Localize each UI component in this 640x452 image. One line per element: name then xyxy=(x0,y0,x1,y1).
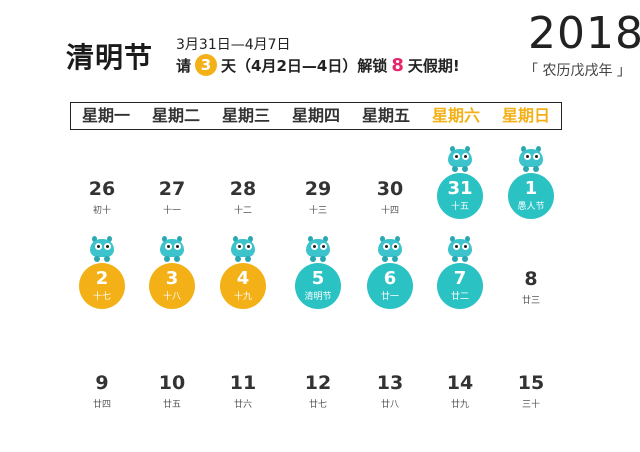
mascot-icon xyxy=(446,146,474,173)
holiday-circle xyxy=(367,263,413,309)
holiday-tip: 请 3 天（4月2日—4日）解锁 8 天假期! xyxy=(176,54,460,76)
lunar-date: 廿三 xyxy=(521,296,540,306)
holiday-circle xyxy=(508,173,554,219)
day-number: 4 xyxy=(236,268,250,289)
holiday-circle xyxy=(437,263,483,309)
calendar-day[interactable]: 12 廿七 xyxy=(288,372,348,442)
calendar-day[interactable]: 30 十四 xyxy=(360,178,420,248)
calendar-day[interactable]: 6 廿一 xyxy=(360,263,420,333)
weekday-label: 星期五 xyxy=(361,106,410,125)
calendar-day[interactable]: 13 廿八 xyxy=(360,372,420,442)
day-number: 12 xyxy=(304,372,332,394)
lunar-date: 十四 xyxy=(380,206,399,216)
lunar-year-label: 「 农历戊戌年 」 xyxy=(524,63,631,79)
day-number: 30 xyxy=(376,178,404,200)
leave-day-circle xyxy=(79,263,125,309)
mascot-icon xyxy=(446,236,474,263)
weekday-label: 星期一 xyxy=(81,106,130,125)
calendar-day[interactable]: 5 清明节 xyxy=(288,263,348,333)
lunar-date: 十九 xyxy=(233,292,252,302)
lunar-date: 十五 xyxy=(450,202,469,212)
calendar-day[interactable]: 7 廿二 xyxy=(430,263,490,333)
lunar-date: 廿四 xyxy=(92,400,111,410)
day-number: 15 xyxy=(517,372,545,394)
tip-prefix: 请 xyxy=(176,56,192,75)
unlock-days-count: 8 xyxy=(391,54,404,76)
calendar-day[interactable]: 27 十一 xyxy=(142,178,202,248)
day-number: 31 xyxy=(447,178,473,199)
lunar-date: 十七 xyxy=(92,292,111,302)
calendar-day[interactable]: 11 廿六 xyxy=(213,372,273,442)
leave-day-circle xyxy=(220,263,266,309)
lunar-date: 愚人节 xyxy=(517,202,545,212)
day-number: 11 xyxy=(229,372,257,394)
date-range: 3月31日—4月7日 xyxy=(176,37,291,53)
calendar-day[interactable]: 10 廿五 xyxy=(142,372,202,442)
mascot-icon xyxy=(517,146,545,173)
calendar-day[interactable]: 15 三十 xyxy=(501,372,561,442)
leave-days-badge: 3 xyxy=(195,54,218,76)
lunar-date: 廿一 xyxy=(380,292,399,302)
lunar-date: 廿七 xyxy=(308,400,327,410)
calendar-day[interactable]: 14 廿九 xyxy=(430,372,490,442)
day-number: 3 xyxy=(165,268,179,289)
day-number: 28 xyxy=(229,178,257,200)
mascot-icon xyxy=(88,236,116,263)
day-number: 29 xyxy=(304,178,332,200)
calendar-day[interactable]: 26 初十 xyxy=(72,178,132,248)
lunar-date: 廿六 xyxy=(233,400,252,410)
holiday-circle xyxy=(295,263,341,309)
year-label: 2018 xyxy=(528,8,640,59)
day-number: 7 xyxy=(453,268,467,289)
day-number: 6 xyxy=(383,268,397,289)
weekday-label: 星期六 xyxy=(431,106,480,125)
lunar-date: 廿二 xyxy=(450,292,469,302)
calendar-day[interactable]: 8 廿三 xyxy=(501,268,561,338)
day-number: 2 xyxy=(95,268,109,289)
calendar-day[interactable]: 9 廿四 xyxy=(72,372,132,442)
mascot-icon xyxy=(158,236,186,263)
lunar-date: 廿八 xyxy=(380,400,399,410)
calendar-day[interactable]: 4 十九 xyxy=(213,263,273,333)
tip-suffix: 天假期! xyxy=(407,56,460,75)
weekday-label: 星期三 xyxy=(221,106,270,125)
lunar-date: 廿九 xyxy=(450,400,469,410)
mascot-icon xyxy=(376,236,404,263)
leave-day-circle xyxy=(149,263,195,309)
calendar-day[interactable]: 31 十五 xyxy=(430,173,490,243)
calendar-day[interactable]: 1 愚人节 xyxy=(501,173,561,243)
day-number: 8 xyxy=(524,268,538,290)
day-number: 14 xyxy=(446,372,474,394)
lunar-date: 三十 xyxy=(521,400,540,410)
lunar-date: 十二 xyxy=(233,206,252,216)
calendar-day[interactable]: 28 十二 xyxy=(213,178,273,248)
calendar-day[interactable]: 2 十七 xyxy=(72,263,132,333)
calendar-day[interactable]: 29 十三 xyxy=(288,178,348,248)
holiday-circle xyxy=(437,173,483,219)
calendar-day[interactable]: 3 十八 xyxy=(142,263,202,333)
mascot-icon xyxy=(229,236,257,263)
page-title: 清明节 xyxy=(66,41,154,74)
weekday-label: 星期四 xyxy=(291,106,340,125)
weekday-header: 星期一 星期二 星期三 星期四 星期五 星期六 星期日 xyxy=(70,102,562,130)
weekday-label: 星期日 xyxy=(501,106,550,125)
lunar-date: 十三 xyxy=(308,206,327,216)
day-number: 5 xyxy=(311,268,325,289)
day-number: 13 xyxy=(376,372,404,394)
weekday-label: 星期二 xyxy=(151,106,200,125)
lunar-date: 十一 xyxy=(162,206,181,216)
lunar-date: 清明节 xyxy=(304,292,332,302)
mascot-icon xyxy=(304,236,332,263)
lunar-date: 十八 xyxy=(162,292,181,302)
day-number: 9 xyxy=(95,372,109,394)
day-number: 26 xyxy=(88,178,116,200)
lunar-date: 廿五 xyxy=(162,400,181,410)
tip-middle: 天（4月2日—4日）解锁 xyxy=(221,56,388,75)
lunar-date: 初十 xyxy=(92,206,111,216)
day-number: 10 xyxy=(158,372,186,394)
day-number: 1 xyxy=(524,178,538,199)
day-number: 27 xyxy=(158,178,186,200)
